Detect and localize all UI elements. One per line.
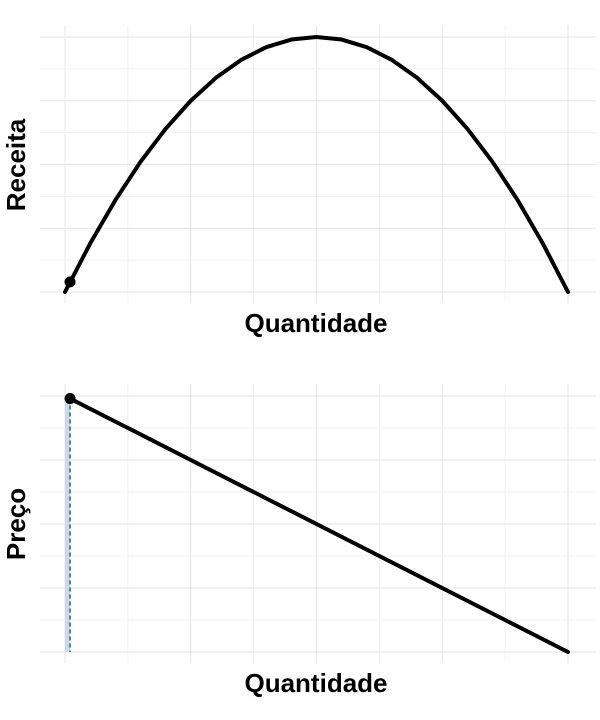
revenue-y-axis-title: Receita bbox=[1, 118, 31, 211]
price-point bbox=[64, 393, 76, 405]
price-shaded-area bbox=[65, 398, 71, 652]
price-y-axis-title: Preço bbox=[1, 488, 31, 560]
price-grid bbox=[40, 384, 596, 663]
revenue-x-axis-title: Quantidade bbox=[244, 308, 387, 338]
revenue-panel: Quantidade Receita bbox=[1, 26, 596, 338]
revenue-curve bbox=[63, 35, 570, 294]
price-x-axis-title: Quantidade bbox=[244, 668, 387, 698]
revenue-point bbox=[64, 276, 76, 288]
revenue-grid bbox=[40, 26, 596, 303]
price-panel: Quantidade Preço bbox=[1, 384, 596, 698]
price-curve bbox=[68, 396, 570, 654]
